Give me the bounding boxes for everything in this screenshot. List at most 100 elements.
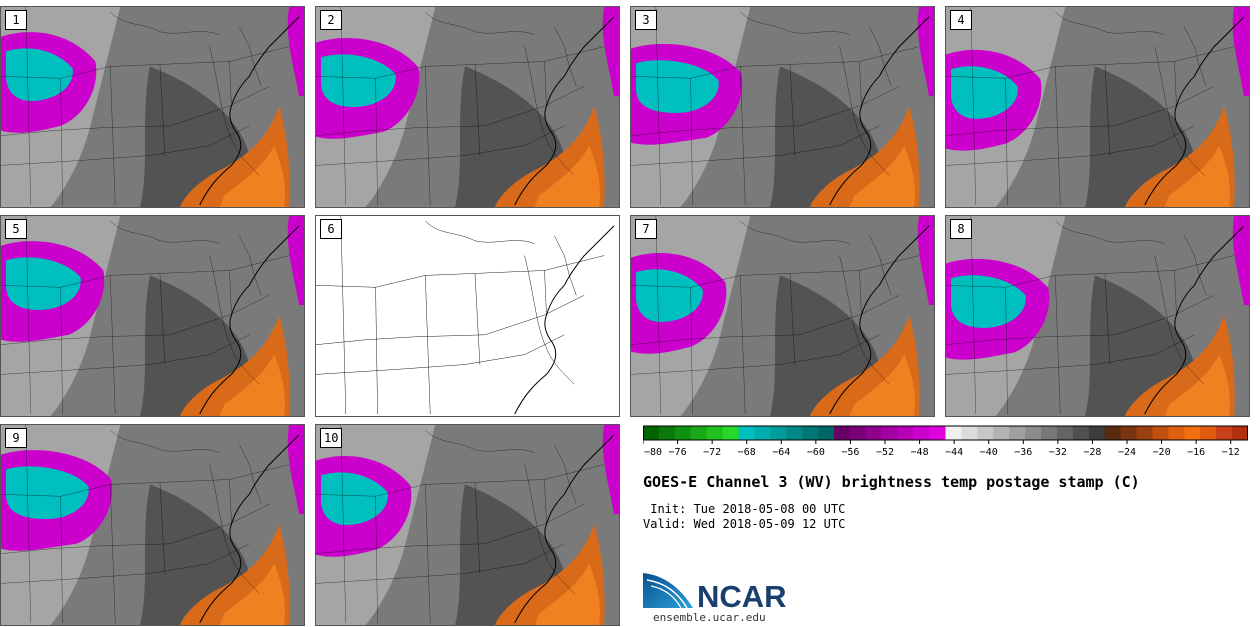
panel-number: 7 (635, 219, 657, 239)
coastline (199, 16, 300, 206)
colorbar-swatch (754, 426, 771, 440)
stamp-panel-3: 3 (630, 6, 935, 208)
colorbar-tick-label: −76 (669, 447, 687, 458)
moist-region (635, 269, 703, 322)
stamp-panel-5: 5 (0, 215, 305, 417)
panel-number: 5 (5, 219, 27, 239)
logo-url: ensemble.ucar.edu (653, 611, 766, 624)
panel-number: 2 (320, 10, 342, 30)
coastline (514, 225, 615, 415)
panel-number: 8 (950, 219, 972, 239)
blank-map-icon (316, 216, 615, 415)
moist-region (5, 257, 81, 311)
colorbar-swatch (1232, 426, 1248, 440)
coastline (199, 434, 300, 624)
colorbar-tick-label: −72 (703, 447, 721, 458)
colorbar-swatch (834, 426, 851, 440)
colorbar-swatch (643, 426, 660, 440)
panel-number: 3 (635, 10, 657, 30)
colorbar-swatch (1152, 426, 1169, 440)
colorbar-tick-label: −32 (1049, 447, 1067, 458)
colorbar-tick-label: −56 (841, 447, 859, 458)
satellite-image-icon (631, 216, 934, 416)
colorbar-swatch (1025, 426, 1042, 440)
moist-region (320, 54, 396, 107)
colorbar-swatch (1184, 426, 1201, 440)
stamp-panel-2: 2 (315, 6, 620, 208)
colorbar-swatch (674, 426, 692, 440)
satellite-image-icon (316, 425, 619, 625)
colorbar-swatch (849, 426, 867, 440)
colorbar-swatch (738, 426, 756, 440)
satellite-image-icon (316, 7, 619, 207)
moist-region (5, 48, 73, 102)
colorbar-swatch (897, 426, 915, 440)
moist-region (5, 466, 89, 520)
colorbar-tick-label: −64 (772, 447, 790, 458)
colorbar-border (643, 425, 1248, 441)
colorbar-swatch (1088, 426, 1106, 440)
colorbar-tick-label: −80 (644, 447, 662, 458)
panel-number: 6 (320, 219, 342, 239)
colorbar-tick-label: −36 (1014, 447, 1032, 458)
colorbar-tick-label: −12 (1222, 447, 1240, 458)
ncar-logo-icon: NCAR (643, 573, 787, 614)
colorbar-tick-label: −68 (738, 447, 756, 458)
init-time: Init: Tue 2018-05-08 00 UTC (643, 502, 846, 516)
moist-region (320, 472, 388, 525)
colorbar-swatch (802, 426, 819, 440)
moist-region (950, 275, 1026, 328)
coastline (199, 225, 300, 415)
panel-number: 10 (320, 428, 343, 448)
satellite-image-icon (1, 7, 304, 207)
colorbar-swatch (1104, 426, 1122, 440)
colorbar-tick-label: −40 (980, 447, 998, 458)
colorbar-tick-label: −24 (1118, 447, 1136, 458)
colorbar-swatch (770, 426, 787, 440)
colorbar-swatch (1041, 426, 1058, 440)
colorbar-swatch (818, 426, 835, 440)
page-title: GOES-E Channel 3 (WV) brightness temp po… (643, 473, 1140, 491)
colorbar: −80 −76 −72 −68 −64 −60 −56 −52 −48 −44 −40 −36 −32 −… (643, 425, 1248, 458)
colorbar-swatch (1200, 426, 1217, 440)
moist-region (635, 60, 719, 113)
colorbar-tick-label: −20 (1153, 447, 1171, 458)
coastline (514, 434, 615, 624)
satellite-image-icon (1, 216, 304, 416)
colorbar-swatch (977, 426, 994, 440)
colorbar-swatch (945, 426, 963, 440)
coastline (829, 225, 930, 415)
colorbar-swatch (1072, 426, 1090, 440)
colorbar-swatch (690, 426, 708, 440)
panel-number: 4 (950, 10, 972, 30)
satellite-image-icon (631, 7, 934, 207)
stamp-panel-4: 4 (945, 6, 1250, 208)
satellite-image-icon (946, 216, 1249, 416)
colorbar-swatch (658, 426, 676, 440)
colorbar-swatch (1136, 426, 1154, 440)
colorbar-swatch (865, 426, 883, 440)
stamp-panel-6: 6 (315, 215, 620, 417)
colorbar-swatch (913, 426, 931, 440)
stamp-panel-7: 7 (630, 215, 935, 417)
colorbar-swatch (1009, 426, 1026, 440)
satellite-image-icon (946, 7, 1249, 207)
colorbar-swatch (1168, 426, 1185, 440)
colorbar-swatch (961, 426, 978, 440)
colorbar-swatch (881, 426, 899, 440)
satellite-image-icon (1, 425, 304, 625)
coastline (514, 16, 615, 206)
panel-number: 1 (5, 10, 27, 30)
valid-time: Valid: Wed 2018-05-09 12 UTC (643, 517, 846, 531)
colorbar-tick-label: −16 (1187, 447, 1205, 458)
stamp-panel-9: 9 (0, 424, 305, 626)
colorbar-tick-label: −44 (945, 447, 963, 458)
colorbar-tick-label: −48 (911, 447, 929, 458)
colorbar-swatch (1216, 426, 1233, 440)
coastline (1144, 225, 1245, 415)
colorbar-swatch (706, 426, 724, 440)
stamp-panel-10: 10 (315, 424, 620, 626)
colorbar-swatch (1120, 426, 1138, 440)
colorbar-swatch (786, 426, 803, 440)
moist-region (950, 66, 1018, 119)
